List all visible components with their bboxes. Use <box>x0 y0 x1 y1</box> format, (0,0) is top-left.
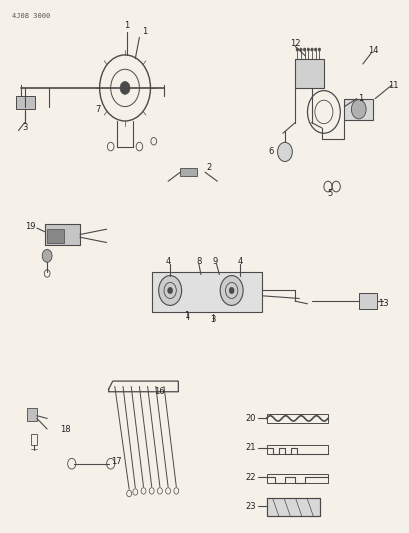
Text: 1: 1 <box>142 28 147 36</box>
Bar <box>266 498 319 516</box>
Text: 18: 18 <box>60 425 71 433</box>
Text: 6: 6 <box>267 148 273 156</box>
Circle shape <box>167 287 172 294</box>
Text: 11: 11 <box>387 81 398 90</box>
Bar <box>266 414 327 423</box>
Text: 22: 22 <box>245 473 256 481</box>
Text: 20: 20 <box>245 414 256 423</box>
Text: 12: 12 <box>289 39 300 48</box>
Text: 9: 9 <box>212 257 217 265</box>
Bar <box>31 434 37 445</box>
Text: 8: 8 <box>196 257 201 265</box>
Circle shape <box>295 48 298 51</box>
Text: 7: 7 <box>95 105 101 114</box>
Circle shape <box>310 48 312 51</box>
Text: 2: 2 <box>206 164 211 172</box>
Text: 1: 1 <box>357 94 362 103</box>
Text: 13: 13 <box>377 300 388 308</box>
Circle shape <box>317 48 320 51</box>
Bar <box>358 293 376 309</box>
Circle shape <box>42 249 52 262</box>
Bar <box>151 272 262 312</box>
Text: 4: 4 <box>165 257 170 265</box>
Text: 23: 23 <box>245 502 256 511</box>
Text: 19: 19 <box>25 222 36 231</box>
Circle shape <box>229 287 234 294</box>
Bar <box>266 474 327 483</box>
Text: 16: 16 <box>154 387 165 396</box>
Circle shape <box>220 276 243 305</box>
Text: 3: 3 <box>210 316 216 324</box>
Text: 4: 4 <box>237 257 242 265</box>
Circle shape <box>306 48 309 51</box>
Circle shape <box>303 48 305 51</box>
Circle shape <box>314 48 316 51</box>
Bar <box>294 59 323 88</box>
Text: 17: 17 <box>111 457 122 465</box>
Bar <box>45 224 80 245</box>
Circle shape <box>277 142 292 161</box>
Text: 1: 1 <box>124 21 129 29</box>
Circle shape <box>158 276 181 305</box>
Bar <box>266 445 327 454</box>
Bar <box>27 408 37 421</box>
Circle shape <box>351 100 365 119</box>
Text: 5: 5 <box>327 189 332 198</box>
Text: 21: 21 <box>245 443 256 452</box>
Bar <box>344 99 372 120</box>
Bar <box>16 96 35 109</box>
Bar <box>47 229 63 243</box>
Circle shape <box>120 82 130 94</box>
Text: 1: 1 <box>184 311 189 320</box>
Circle shape <box>299 48 301 51</box>
Bar <box>180 168 196 176</box>
Text: 14: 14 <box>367 46 378 55</box>
Text: 3: 3 <box>22 124 27 132</box>
Text: 4J08 3000: 4J08 3000 <box>12 13 50 19</box>
